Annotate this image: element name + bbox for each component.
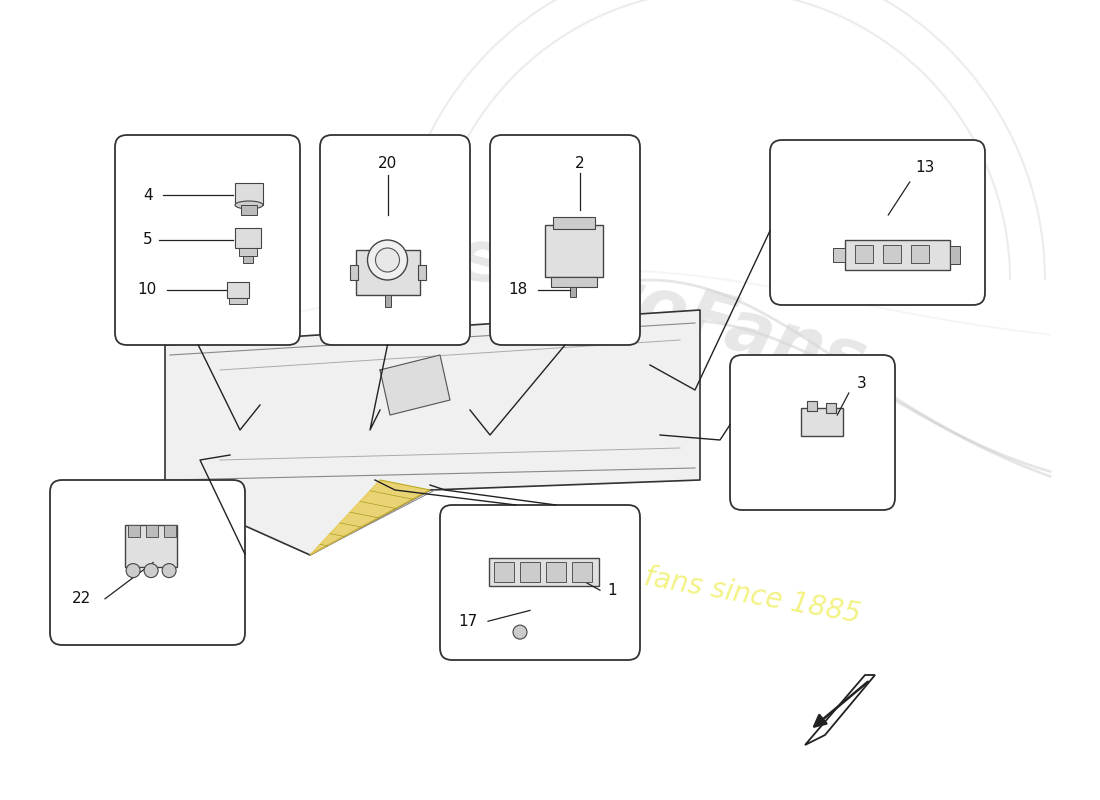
Bar <box>950 246 960 264</box>
FancyBboxPatch shape <box>490 135 640 345</box>
Bar <box>833 248 845 262</box>
Polygon shape <box>379 355 450 415</box>
Bar <box>239 248 257 256</box>
FancyBboxPatch shape <box>770 140 984 305</box>
Circle shape <box>375 248 399 272</box>
Text: 2: 2 <box>575 155 585 170</box>
Polygon shape <box>165 310 700 555</box>
Bar <box>570 287 575 297</box>
Bar <box>229 298 248 304</box>
Bar <box>490 558 600 586</box>
Bar <box>520 562 540 582</box>
Text: 17: 17 <box>458 614 477 629</box>
Bar <box>227 282 249 298</box>
Bar <box>146 525 158 537</box>
Text: eAutoFans: eAutoFans <box>446 222 874 398</box>
Circle shape <box>162 563 176 578</box>
Bar <box>806 402 816 411</box>
Bar <box>911 245 930 263</box>
Text: 1: 1 <box>607 582 617 598</box>
Bar <box>241 205 257 215</box>
Bar <box>494 562 514 582</box>
Bar <box>544 225 603 277</box>
Text: 20: 20 <box>378 155 397 170</box>
Polygon shape <box>310 480 430 555</box>
Text: 4: 4 <box>143 187 153 202</box>
Bar <box>235 183 263 205</box>
Circle shape <box>513 625 527 639</box>
FancyBboxPatch shape <box>440 505 640 660</box>
Bar <box>550 277 596 287</box>
Text: 3: 3 <box>857 375 867 390</box>
Bar <box>572 562 592 582</box>
Circle shape <box>126 563 140 578</box>
Bar <box>164 525 176 537</box>
Bar <box>546 562 566 582</box>
FancyBboxPatch shape <box>50 480 245 645</box>
Bar <box>350 265 358 280</box>
Text: 18: 18 <box>508 282 527 298</box>
Text: 22: 22 <box>72 591 91 606</box>
Text: 5: 5 <box>143 233 153 247</box>
Bar <box>883 245 901 263</box>
Bar <box>801 408 843 436</box>
Bar <box>552 217 594 229</box>
Bar <box>418 265 426 280</box>
FancyBboxPatch shape <box>320 135 470 345</box>
Bar <box>125 525 177 566</box>
Bar <box>845 240 950 270</box>
FancyBboxPatch shape <box>116 135 300 345</box>
Circle shape <box>367 240 407 280</box>
Bar <box>385 295 390 307</box>
Bar <box>826 403 836 413</box>
Bar <box>235 228 261 248</box>
Bar <box>128 525 140 537</box>
Ellipse shape <box>235 201 263 209</box>
Bar <box>243 256 253 263</box>
Text: 10: 10 <box>138 282 156 298</box>
Text: a passion for fans since 1885: a passion for fans since 1885 <box>458 531 862 629</box>
FancyBboxPatch shape <box>730 355 895 510</box>
Bar <box>855 245 873 263</box>
Bar <box>355 250 419 295</box>
Text: 13: 13 <box>915 161 935 175</box>
Circle shape <box>144 563 158 578</box>
